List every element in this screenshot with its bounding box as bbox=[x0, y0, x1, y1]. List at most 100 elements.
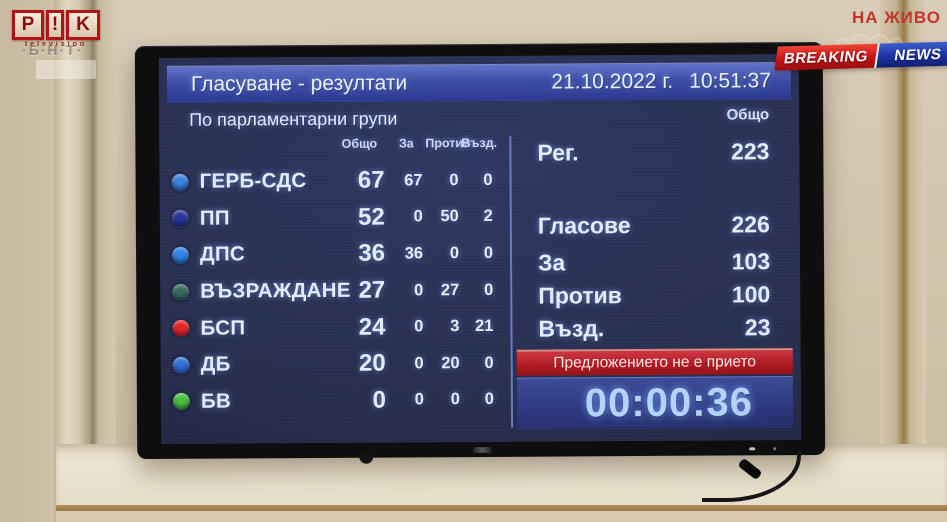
party-abstain: 0 bbox=[484, 390, 494, 409]
pik-letter-block: ! bbox=[46, 10, 64, 40]
groups-panel-title: По парламентарни групи bbox=[189, 108, 398, 130]
totals-value: 100 bbox=[731, 281, 771, 308]
panel-divider bbox=[509, 135, 514, 428]
party-color-dot bbox=[171, 173, 189, 191]
tv-frame: Гласуване - резултати 21.10.2022 г. 10:5… bbox=[134, 41, 826, 464]
party-total: 0 bbox=[372, 386, 386, 414]
party-row: ГЕРБ-СДС 67 67 0 0 bbox=[169, 162, 505, 201]
party-for: 36 bbox=[404, 244, 424, 263]
groups-column-headers: Общо За Против Възд. bbox=[169, 136, 505, 152]
pik-logo-icon: P ! K bbox=[12, 10, 100, 40]
party-color-dot bbox=[172, 283, 190, 301]
tv-brand-logo bbox=[473, 446, 492, 454]
totals-label: Против bbox=[538, 282, 622, 309]
party-color-dot bbox=[172, 319, 190, 338]
party-abstain: 0 bbox=[483, 280, 494, 299]
channel-logo-subtitle: television bbox=[24, 41, 88, 48]
party-name: ДПС bbox=[199, 242, 246, 267]
vote-timer: 00:00:36 bbox=[516, 376, 794, 430]
party-for: 0 bbox=[413, 280, 424, 299]
screen-datetime: 21.10.2022 г. 10:51:37 bbox=[551, 69, 771, 94]
party-name: ПП bbox=[199, 206, 230, 230]
wall-below-trim bbox=[56, 511, 947, 522]
wall-ledge-trim bbox=[56, 505, 947, 511]
screen-title: Гласуване - резултати bbox=[190, 71, 408, 96]
totals-label: Възд. bbox=[538, 315, 605, 342]
party-row: ДПС 36 36 0 0 bbox=[170, 235, 506, 274]
party-name: ДБ bbox=[200, 352, 231, 376]
pik-letter-block: K bbox=[66, 10, 100, 40]
party-abstain: 2 bbox=[483, 207, 493, 226]
screen-time: 10:51:37 bbox=[689, 69, 772, 93]
party-against: 27 bbox=[440, 280, 460, 299]
party-row: ПП 52 0 50 2 bbox=[170, 198, 506, 237]
party-for: 0 bbox=[414, 390, 424, 409]
result-banner: Предложението не е прието bbox=[516, 348, 793, 376]
totals-column-header: Общо bbox=[726, 106, 770, 124]
breaking-label-blue: NEWS bbox=[876, 41, 947, 68]
totals-label: Рег. bbox=[537, 139, 579, 166]
breaking-label-red: BREAKING bbox=[774, 43, 881, 71]
party-total: 20 bbox=[358, 349, 386, 378]
party-row: БСП 24 0 3 21 bbox=[170, 308, 506, 347]
party-name: БВ bbox=[200, 389, 232, 413]
party-total: 24 bbox=[358, 313, 386, 341]
party-abstain: 0 bbox=[484, 353, 494, 372]
party-color-dot bbox=[172, 393, 190, 411]
party-name: БСП bbox=[200, 316, 246, 340]
breaking-text: BREAKING bbox=[782, 47, 870, 67]
voting-screen: Гласуване - резултати 21.10.2022 г. 10:5… bbox=[158, 54, 802, 444]
party-row: ДБ 20 0 20 0 bbox=[171, 345, 507, 384]
party-total: 67 bbox=[357, 166, 385, 195]
party-against: 20 bbox=[441, 353, 460, 373]
party-against: 0 bbox=[449, 244, 460, 263]
party-color-dot bbox=[171, 246, 190, 264]
totals-row-registered: Рег. 223 bbox=[537, 138, 769, 166]
party-name: ВЪЗРАЖДАНЕ bbox=[200, 278, 351, 303]
watermark-box bbox=[36, 60, 96, 79]
screen-header-bar: Гласуване - резултати 21.10.2022 г. 10:5… bbox=[166, 62, 792, 103]
party-for: 0 bbox=[414, 354, 424, 373]
party-abstain: 0 bbox=[483, 170, 493, 189]
totals-row-abstain: Възд. 23 bbox=[538, 314, 770, 342]
screen-date: 21.10.2022 г. bbox=[551, 69, 674, 94]
col-header-for: За bbox=[398, 136, 414, 151]
party-total: 52 bbox=[358, 203, 385, 231]
live-label: НА ЖИВО bbox=[852, 8, 941, 27]
totals-value: 103 bbox=[731, 248, 771, 275]
party-color-dot bbox=[171, 210, 189, 228]
channel-logo: P ! K television bbox=[12, 10, 100, 48]
col-header-against: Против bbox=[425, 136, 471, 151]
tv-ir-sensor bbox=[773, 447, 777, 451]
party-row: ВЪЗРАЖДАНЕ 27 0 27 0 bbox=[170, 272, 506, 311]
party-name: ГЕРБ-СДС bbox=[199, 169, 307, 194]
bnt-watermark: ·Б·Н·Т· bbox=[22, 42, 84, 58]
party-abstain: 0 bbox=[483, 243, 494, 262]
col-header-total: Общо bbox=[341, 136, 378, 151]
totals-value: 226 bbox=[731, 211, 770, 238]
totals-row-against: Против 100 bbox=[538, 281, 770, 309]
party-against: 0 bbox=[449, 170, 459, 189]
totals-label: Гласове bbox=[537, 212, 631, 239]
party-against: 0 bbox=[450, 390, 460, 409]
totals-label: За bbox=[537, 249, 566, 276]
col-header-abstain: Възд. bbox=[461, 135, 498, 151]
party-table: ГЕРБ-СДС 67 67 0 0 ПП 52 0 50 2 ДПС bbox=[169, 162, 507, 420]
breaking-news-banner: BREAKING NEWS bbox=[774, 41, 947, 71]
party-row: БВ 0 0 0 0 bbox=[171, 381, 507, 420]
pik-letter-block: P bbox=[12, 10, 44, 40]
party-total: 36 bbox=[358, 240, 386, 268]
party-color-dot bbox=[172, 356, 190, 374]
party-total: 27 bbox=[358, 276, 386, 304]
wall-molding-left bbox=[54, 0, 116, 522]
news-text: NEWS bbox=[893, 45, 943, 64]
party-abstain: 21 bbox=[475, 317, 494, 336]
tv-power-led bbox=[749, 447, 756, 451]
wall-left bbox=[0, 0, 54, 522]
party-for: 0 bbox=[413, 207, 423, 226]
party-against: 50 bbox=[440, 207, 459, 226]
totals-row-votes: Гласове 226 bbox=[538, 211, 770, 239]
party-for: 0 bbox=[414, 317, 424, 336]
party-against: 3 bbox=[450, 317, 460, 336]
